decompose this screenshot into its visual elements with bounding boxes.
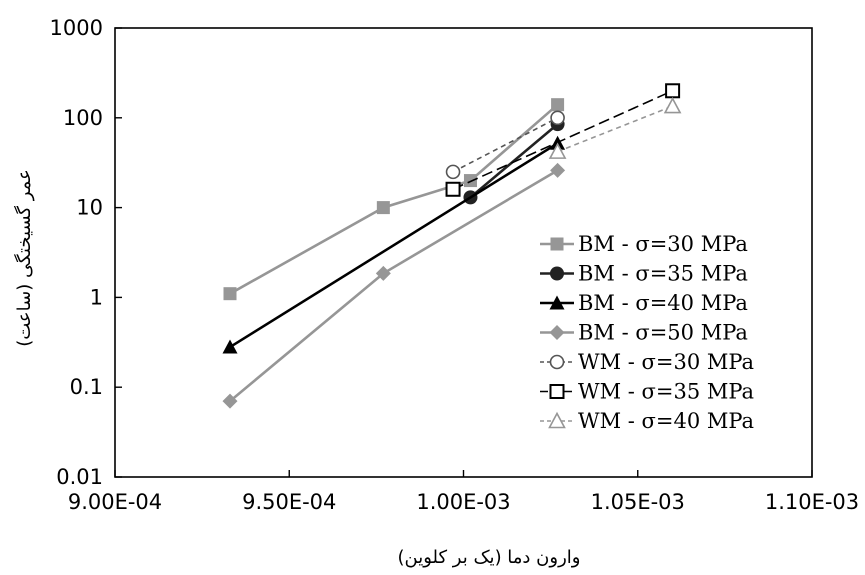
series-line (229, 142, 559, 349)
y-tick-label: 10 (76, 196, 103, 220)
data-point (445, 164, 461, 180)
data-point (445, 181, 461, 197)
series-line (452, 90, 673, 190)
legend-item: BM - σ=35 MPa (540, 262, 748, 286)
series-line (469, 123, 559, 199)
data-point (222, 393, 238, 409)
x-tick-label: 1.10E-03 (765, 490, 859, 514)
y-axis-title-text: عمر گسیختگی (ساعت) (13, 169, 35, 347)
data-point (223, 287, 237, 301)
x-tick-label: 1.05E-03 (591, 490, 685, 514)
y-tick-label: 1000 (50, 16, 103, 40)
legend-marker (550, 237, 564, 251)
series-6 (445, 83, 681, 197)
legend-item: BM - σ=50 MPa (540, 321, 748, 345)
legend-marker (548, 411, 566, 429)
y-tick-label: 100 (63, 106, 103, 130)
legend-marker (550, 266, 564, 281)
legend-label: BM - σ=30 MPa (578, 232, 748, 256)
legend-label: WM - σ=35 MPa (578, 380, 754, 404)
legend-marker (549, 295, 565, 310)
series-line (229, 103, 559, 295)
legend-marker (549, 354, 565, 370)
data-point (665, 83, 681, 99)
x-tick-label: 9.00E-04 (68, 490, 162, 514)
series-line (557, 105, 673, 153)
data-point (550, 162, 566, 178)
x-axis-title-text: وارون دما (یک بر کلوین) (398, 547, 581, 568)
legend-label: WM - σ=40 MPa (578, 409, 754, 433)
data-point (376, 201, 390, 215)
data-point (663, 96, 682, 114)
series-1 (223, 98, 565, 301)
x-tick-label: 1.00E-03 (416, 490, 510, 514)
y-axis-title: عمر گسیختگی (ساعت) (13, 169, 35, 347)
legend-marker (549, 325, 565, 340)
y-tick-label: 0.01 (56, 465, 103, 489)
legend-item: WM - σ=35 MPa (540, 380, 754, 404)
series-5 (445, 110, 565, 180)
legend-item: BM - σ=40 MPa (540, 291, 748, 315)
legend: BM - σ=30 MPa BM - σ=35 MPa BM - σ=40 MPa B… (540, 232, 754, 433)
series-4 (222, 162, 566, 409)
data-point (463, 174, 477, 188)
legend-label: WM - σ=30 MPa (578, 350, 754, 374)
data-point (375, 265, 391, 281)
x-axis-title: وارون دما (یک بر کلوین) (398, 547, 581, 568)
data-point (548, 142, 567, 159)
legend-item: BM - σ=30 MPa (540, 232, 748, 256)
legend-marker (549, 384, 565, 399)
series-3 (222, 135, 566, 354)
y-tick-label: 1 (90, 285, 103, 309)
y-tick-label: 0.1 (70, 375, 103, 399)
data-point (551, 98, 565, 112)
legend-label: BM - σ=50 MPa (578, 321, 748, 345)
series-line (452, 117, 558, 173)
legend-item: WM - σ=40 MPa (540, 409, 754, 433)
series-7 (548, 96, 682, 159)
legend-label: BM - σ=40 MPa (578, 291, 748, 315)
plot-area: 0.01 0.1 1 10 100 1000 9.00E-04 9.50E-04 1.00E-0… (50, 16, 860, 514)
legend-item: WM - σ=30 MPa (540, 350, 754, 374)
x-tick-label: 9.50E-04 (242, 490, 336, 514)
legend-label: BM - σ=35 MPa (578, 262, 748, 286)
data-point (222, 339, 238, 354)
data-point (550, 110, 565, 126)
